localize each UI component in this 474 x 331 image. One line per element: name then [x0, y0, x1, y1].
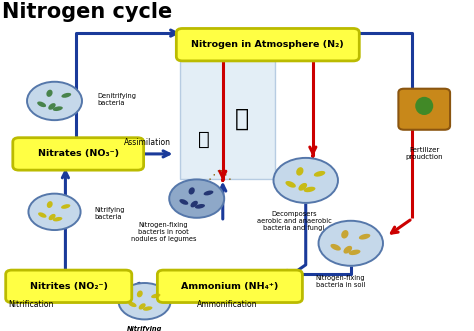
Ellipse shape — [189, 187, 195, 195]
Ellipse shape — [38, 212, 46, 218]
Ellipse shape — [296, 167, 303, 176]
FancyBboxPatch shape — [180, 60, 275, 179]
Ellipse shape — [49, 214, 55, 220]
Ellipse shape — [195, 204, 205, 209]
Ellipse shape — [304, 187, 316, 192]
Circle shape — [28, 194, 81, 230]
Circle shape — [319, 221, 383, 266]
Circle shape — [273, 158, 338, 203]
Circle shape — [118, 283, 171, 319]
Ellipse shape — [415, 97, 433, 115]
Text: 🐇: 🐇 — [235, 107, 249, 131]
FancyBboxPatch shape — [398, 89, 450, 130]
FancyBboxPatch shape — [176, 28, 359, 61]
Text: Fertilizer
proudction: Fertilizer proudction — [405, 147, 443, 160]
Ellipse shape — [48, 103, 55, 110]
Text: Nitrogen cycle: Nitrogen cycle — [2, 2, 173, 22]
Text: Nitrification: Nitrification — [8, 301, 54, 309]
Ellipse shape — [53, 106, 63, 111]
Text: Assimilation: Assimilation — [123, 138, 171, 147]
Text: Nitrates (NO₃⁻): Nitrates (NO₃⁻) — [37, 149, 119, 159]
Text: 🌱: 🌱 — [198, 129, 210, 149]
Ellipse shape — [191, 201, 198, 208]
Circle shape — [169, 179, 224, 218]
Circle shape — [27, 82, 82, 120]
Text: Nitrogen-fixing
bacteria in soil: Nitrogen-fixing bacteria in soil — [316, 275, 365, 288]
Ellipse shape — [128, 302, 137, 307]
Text: Nitrifying
bacteria: Nitrifying bacteria — [127, 326, 162, 331]
Ellipse shape — [53, 217, 63, 221]
Ellipse shape — [359, 234, 370, 240]
Ellipse shape — [62, 93, 71, 98]
Ellipse shape — [139, 303, 146, 309]
Text: Ammonium (NH₄⁺): Ammonium (NH₄⁺) — [181, 282, 279, 291]
Ellipse shape — [37, 102, 46, 107]
Ellipse shape — [47, 201, 53, 208]
Ellipse shape — [314, 171, 325, 177]
Ellipse shape — [285, 181, 296, 188]
Ellipse shape — [341, 230, 348, 239]
Ellipse shape — [349, 250, 361, 255]
Text: ⋰⋱: ⋰⋱ — [208, 169, 233, 182]
FancyBboxPatch shape — [157, 270, 302, 303]
Ellipse shape — [151, 294, 160, 298]
Ellipse shape — [330, 244, 341, 251]
Ellipse shape — [137, 291, 143, 297]
Text: Nitrogen-fixing
bacteris in root
nodules of legumes: Nitrogen-fixing bacteris in root nodules… — [131, 222, 196, 242]
Ellipse shape — [143, 306, 153, 311]
Ellipse shape — [46, 90, 53, 97]
Ellipse shape — [179, 199, 188, 205]
Text: Denitrifying
bacteria: Denitrifying bacteria — [97, 93, 136, 106]
FancyBboxPatch shape — [6, 270, 132, 303]
Text: Nitrogen in Atmosphere (N₂): Nitrogen in Atmosphere (N₂) — [191, 40, 344, 49]
Ellipse shape — [344, 246, 352, 254]
FancyBboxPatch shape — [13, 138, 144, 170]
Text: Decomposers
aerobic and anaerobic
bacteria and fungi: Decomposers aerobic and anaerobic bacter… — [256, 211, 331, 231]
Ellipse shape — [204, 191, 213, 195]
Text: Nitrites (NO₂⁻): Nitrites (NO₂⁻) — [30, 282, 108, 291]
Ellipse shape — [299, 183, 307, 191]
Ellipse shape — [61, 204, 70, 209]
Text: Ammonification: Ammonification — [197, 301, 258, 309]
Text: Nitrifying
bacteria: Nitrifying bacteria — [95, 207, 125, 220]
